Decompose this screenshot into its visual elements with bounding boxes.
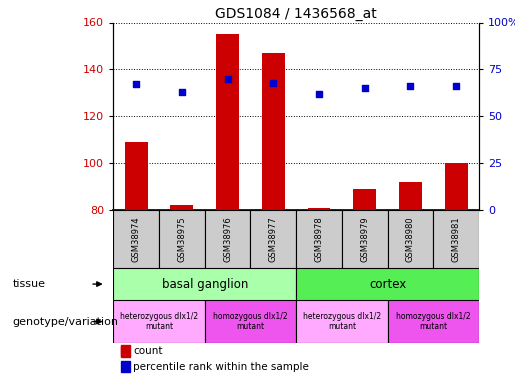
- Bar: [388, 210, 433, 268]
- Text: GSM38978: GSM38978: [315, 216, 323, 262]
- Bar: [121, 346, 123, 356]
- Bar: [262, 53, 285, 210]
- Bar: [159, 210, 205, 268]
- Point: [224, 76, 232, 82]
- Text: GSM38975: GSM38975: [177, 216, 186, 262]
- Bar: [125, 142, 148, 210]
- Text: count: count: [133, 346, 163, 356]
- Point: [178, 89, 186, 95]
- Title: GDS1084 / 1436568_at: GDS1084 / 1436568_at: [215, 8, 377, 21]
- Text: heterozygous dlx1/2
mutant: heterozygous dlx1/2 mutant: [120, 312, 198, 331]
- Bar: [399, 182, 422, 210]
- Point: [269, 80, 278, 86]
- Text: homozygous dlx1/2
mutant: homozygous dlx1/2 mutant: [396, 312, 471, 331]
- Bar: [353, 189, 376, 210]
- Text: basal ganglion: basal ganglion: [162, 278, 248, 291]
- Bar: [113, 210, 159, 268]
- Point: [132, 81, 140, 87]
- Bar: [216, 34, 239, 210]
- Text: GSM38980: GSM38980: [406, 216, 415, 262]
- Text: GSM38974: GSM38974: [132, 216, 141, 262]
- Text: tissue: tissue: [13, 279, 46, 289]
- Bar: [250, 210, 296, 268]
- Bar: [388, 300, 479, 343]
- Point: [406, 83, 415, 89]
- Bar: [296, 300, 388, 343]
- Point: [452, 83, 460, 89]
- Bar: [170, 205, 193, 210]
- Bar: [113, 300, 204, 343]
- Bar: [307, 208, 331, 210]
- Text: GSM38979: GSM38979: [360, 216, 369, 262]
- Text: heterozygous dlx1/2
mutant: heterozygous dlx1/2 mutant: [303, 312, 381, 331]
- Bar: [204, 300, 296, 343]
- Text: percentile rank within the sample: percentile rank within the sample: [133, 362, 310, 372]
- Text: GSM38976: GSM38976: [223, 216, 232, 262]
- Text: genotype/variation: genotype/variation: [13, 316, 119, 327]
- Bar: [296, 210, 342, 268]
- Bar: [433, 210, 479, 268]
- Bar: [121, 345, 130, 357]
- Bar: [342, 210, 388, 268]
- Point: [315, 91, 323, 97]
- Bar: [121, 361, 130, 372]
- Bar: [204, 210, 250, 268]
- Text: homozygous dlx1/2
mutant: homozygous dlx1/2 mutant: [213, 312, 288, 331]
- Bar: [444, 163, 468, 210]
- Text: GSM38981: GSM38981: [452, 216, 460, 262]
- Point: [360, 85, 369, 91]
- Text: GSM38977: GSM38977: [269, 216, 278, 262]
- Bar: [113, 268, 296, 300]
- Text: cortex: cortex: [369, 278, 406, 291]
- Bar: [296, 268, 479, 300]
